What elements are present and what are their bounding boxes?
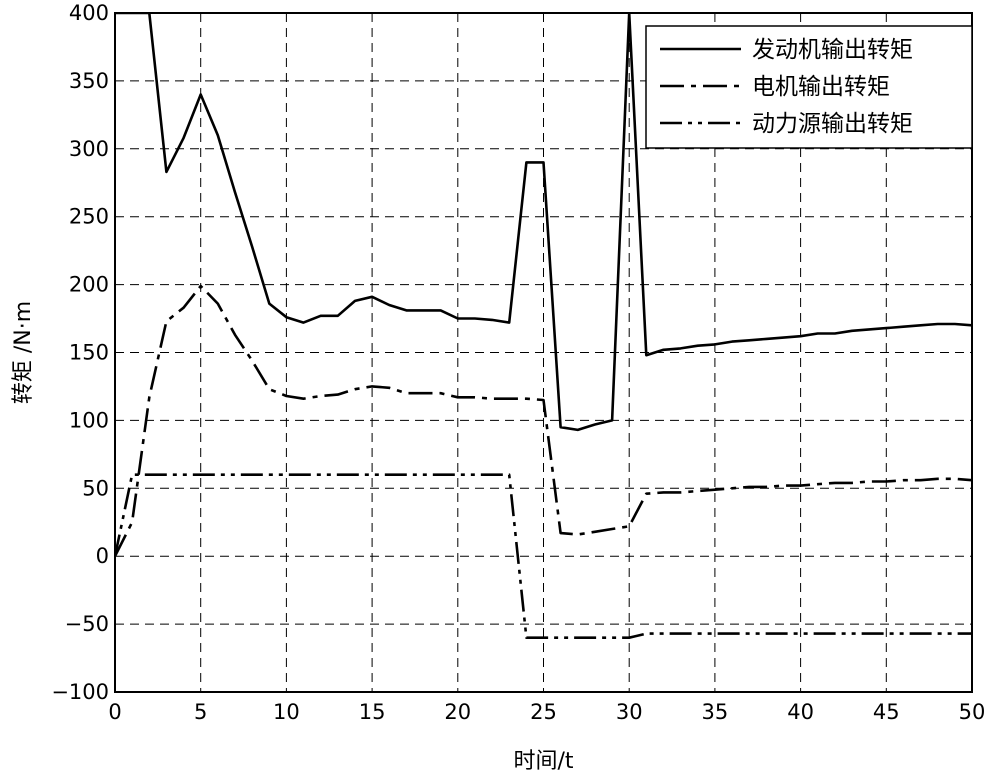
y-tick-label: 400 (69, 1, 109, 25)
series-engine-torque (115, 13, 972, 432)
legend-label-engine-torque: 发动机输出转矩 (752, 37, 913, 63)
x-tick-label: 15 (359, 700, 386, 724)
y-tick-label: 300 (69, 137, 109, 161)
x-tick-label: 35 (702, 700, 729, 724)
legend-box (645, 25, 973, 149)
x-tick-label: 50 (959, 700, 985, 724)
y-tick-label: 100 (69, 408, 109, 432)
y-tick-label: 150 (69, 341, 109, 365)
series-motor-torque (115, 284, 972, 557)
x-tick-label: 40 (787, 700, 814, 724)
legend-label-power-source-torque: 动力源输出转矩 (752, 111, 913, 137)
x-tick-label: 45 (873, 700, 900, 724)
y-tick-label: 50 (82, 476, 109, 500)
legend-label-motor-torque: 电机输出转矩 (752, 74, 890, 100)
y-axis-title: 转矩 /N·m (11, 301, 36, 404)
series-lines (115, 13, 972, 640)
y-tick-label: 250 (69, 205, 109, 229)
x-tick-label: 25 (530, 700, 557, 724)
x-axis-title: 时间/t (513, 749, 573, 774)
x-tick-label: 30 (616, 700, 643, 724)
x-tick-label: 10 (273, 700, 300, 724)
x-tick-label: 0 (108, 700, 121, 724)
y-tick-label: −100 (51, 680, 109, 704)
y-tick-label: 200 (69, 273, 109, 297)
x-tick-label: 5 (194, 700, 207, 724)
x-tick-label: 20 (444, 700, 471, 724)
series-power-source-torque (115, 473, 972, 640)
y-tick-label: −50 (65, 612, 109, 636)
plot-frame (114, 12, 973, 693)
axis-ticks: 0 5 10 15 20 25 30 35 40 45 50 −100 −50 0 50 100 150 200 2… (51, 1, 985, 724)
legend: 发动机输出转矩 电机输出转矩 动力源输出转矩 (645, 25, 973, 149)
y-tick-label: 0 (96, 544, 109, 568)
y-tick-label: 350 (69, 69, 109, 93)
